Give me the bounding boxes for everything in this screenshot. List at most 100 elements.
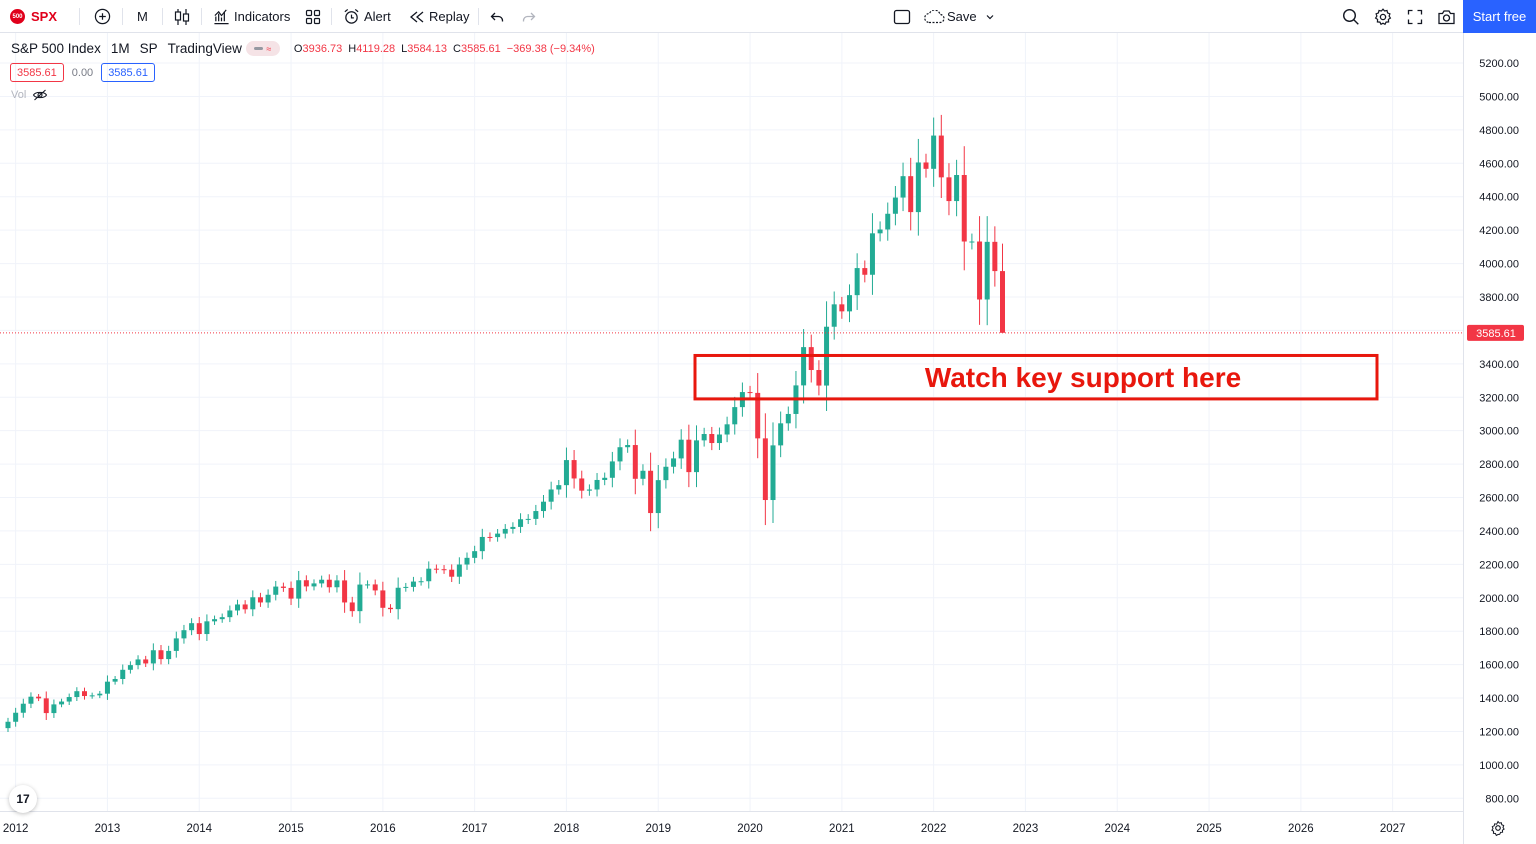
layouts-button[interactable] (305, 0, 321, 33)
time-tick-label: 2013 (95, 823, 121, 835)
save-button[interactable]: Save (923, 0, 995, 33)
market-status-badge[interactable]: ≈ (245, 41, 280, 56)
price-tick-label: 3000.00 (1479, 426, 1519, 438)
candle-body (594, 479, 600, 490)
search-button[interactable] (1342, 0, 1360, 33)
indicators-button[interactable]: Indicators (213, 0, 290, 33)
replay-button[interactable]: Replay (409, 0, 469, 33)
candle-body (74, 691, 80, 698)
candle (877, 221, 883, 242)
candle-body (127, 665, 133, 670)
price-tick-label: 4200.00 (1479, 225, 1519, 237)
candle-body (150, 650, 156, 664)
candle-body (388, 607, 393, 610)
candle (235, 599, 240, 616)
candle-body (196, 623, 202, 635)
candle (250, 590, 256, 617)
time-axis[interactable]: 2012 2013 2014 2015 2016 2017 2018 2019 2020 2021… (3, 823, 1406, 835)
candle (915, 138, 921, 236)
candle (931, 117, 937, 187)
candle (816, 360, 822, 396)
candle-body (219, 617, 225, 620)
chart-type-button[interactable] (174, 0, 190, 33)
redo-button[interactable] (522, 0, 536, 33)
alert-button[interactable]: Alert (343, 0, 391, 33)
fullscreen-button[interactable] (1407, 0, 1423, 33)
candle-body (479, 536, 485, 552)
settings-button[interactable] (1374, 0, 1392, 33)
candle (594, 473, 600, 497)
candle-body (816, 370, 822, 386)
save-label: Save (947, 9, 977, 24)
toolbar-divider (162, 8, 163, 25)
candle-body (288, 587, 294, 599)
indicators-label: Indicators (234, 9, 291, 24)
time-tick-label: 2027 (1380, 823, 1406, 835)
candle (518, 513, 524, 533)
toolbar-divider (478, 8, 479, 25)
candle-body (671, 458, 677, 467)
legend-interval: 1M (110, 41, 130, 56)
eye-hidden-icon[interactable] (32, 89, 48, 101)
candle (755, 373, 761, 459)
candle-body (954, 175, 960, 202)
time-tick-label: 2024 (1104, 823, 1130, 835)
price-axis[interactable]: 800.00 1000.00 1200.00 1400.00 1600.00 1800.0… (1479, 58, 1519, 805)
fullscreen-layout-button[interactable] (893, 0, 911, 33)
snapshot-button[interactable] (1437, 0, 1456, 33)
interval-button[interactable]: M (137, 0, 148, 33)
symbol-search-button[interactable]: 500 SPX (10, 0, 57, 33)
candle (28, 692, 34, 709)
price-chart[interactable]: 800.00 1000.00 1200.00 1400.00 1600.00 1800.0… (0, 33, 1536, 844)
ask-value-box: 3585.61 (101, 63, 155, 82)
volume-legend: Vol (11, 89, 48, 101)
compare-add-symbol-button[interactable] (94, 0, 111, 33)
redo-icon (522, 12, 536, 21)
axis-settings-gear-icon[interactable] (1491, 820, 1505, 837)
candle (923, 153, 929, 178)
rewind-icon (409, 11, 424, 22)
candle-body (602, 477, 608, 480)
candle (869, 213, 875, 295)
candle-body (59, 701, 65, 705)
candle-body (303, 580, 309, 587)
candle (280, 582, 286, 592)
candle (625, 439, 631, 453)
legend-source: TradingView (167, 41, 242, 56)
candle-body (548, 489, 554, 502)
support-box[interactable] (693, 353, 1379, 401)
support-annotation[interactable]: Watch key support here (693, 353, 1379, 401)
time-tick-label: 2018 (554, 823, 580, 835)
candle-body (433, 568, 439, 570)
start-free-button[interactable]: Start free (1463, 0, 1536, 33)
tradingview-logo-icon[interactable]: 17 (9, 785, 37, 813)
candle-body (747, 392, 753, 394)
candle-body (280, 586, 286, 588)
candle-body (51, 704, 57, 714)
candle-body (242, 604, 248, 610)
price-tick-label: 3800.00 (1479, 292, 1519, 304)
candle (701, 427, 707, 447)
legend-symbol-title[interactable]: S&P 500 Index (11, 41, 101, 56)
candle-body (189, 623, 195, 631)
candle (640, 464, 646, 486)
candle (487, 532, 493, 542)
candle (495, 529, 501, 542)
candle (678, 429, 684, 469)
low-key: L (401, 42, 408, 55)
candle-body (510, 526, 516, 529)
price-tick-label: 800.00 (1485, 793, 1519, 805)
legend-value-row: 3585.61 0.00 3585.61 (10, 63, 155, 82)
candle-body (365, 584, 371, 586)
candle-body (143, 659, 149, 664)
replay-label: Replay (429, 9, 470, 24)
candle (242, 600, 248, 614)
low-value: 3584.13 (407, 42, 448, 55)
price-tick-label: 4800.00 (1479, 125, 1519, 137)
interval-label: M (137, 9, 148, 24)
candle (525, 514, 531, 524)
candle (449, 564, 455, 583)
undo-button[interactable] (490, 0, 504, 33)
candle (556, 480, 562, 495)
candle-body (709, 434, 715, 444)
